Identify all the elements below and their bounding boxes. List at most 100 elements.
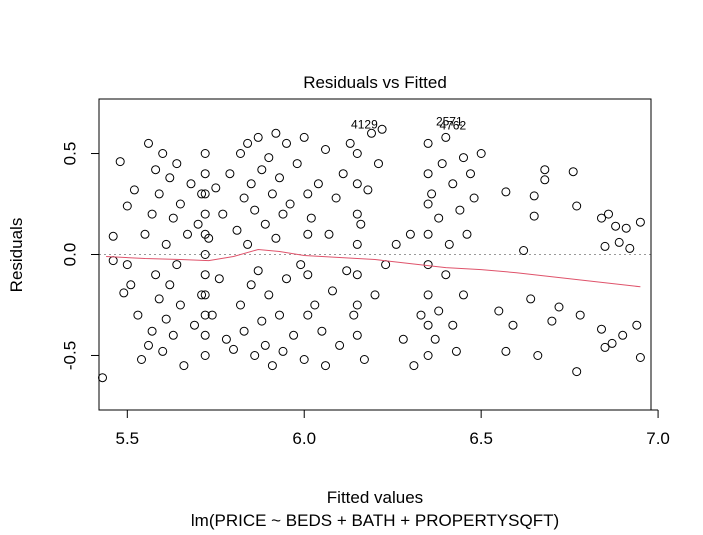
data-point: [137, 355, 146, 364]
data-point: [547, 316, 557, 326]
y-tick-label: 0.5: [60, 142, 79, 166]
data-point: [204, 233, 214, 243]
data-point: [144, 138, 153, 148]
data-point: [448, 320, 458, 330]
x-tick-label: 6.0: [292, 429, 316, 448]
data-point: [221, 334, 231, 344]
data-point: [529, 191, 539, 201]
data-point: [572, 201, 582, 211]
data-point: [423, 169, 433, 179]
chart-subtitle: lm(PRICE ~ BEDS + BATH + PROPERTYSQFT): [191, 511, 559, 530]
data-point: [540, 165, 550, 175]
data-point: [246, 280, 256, 290]
data-point: [508, 320, 518, 330]
data-point: [391, 239, 401, 249]
data-point: [154, 189, 164, 199]
data-point: [441, 270, 451, 280]
data-point: [342, 266, 352, 276]
data-point: [529, 211, 539, 221]
data-point: [200, 169, 210, 179]
chart-title: Residuals vs Fitted: [303, 73, 447, 92]
outlier-label: 4129: [351, 117, 378, 131]
data-point: [423, 138, 433, 148]
data-point: [275, 310, 284, 320]
data-point: [158, 346, 168, 356]
data-point: [635, 217, 645, 227]
data-point: [200, 209, 210, 219]
data-point: [381, 260, 391, 270]
data-point: [466, 169, 475, 179]
data-point: [501, 346, 511, 356]
data-point: [398, 334, 408, 344]
data-point: [423, 320, 433, 330]
x-axis: 5.5 6.0 6.5 7.0: [115, 409, 670, 448]
data-point: [374, 159, 383, 169]
data-point: [416, 310, 426, 320]
data-point: [459, 153, 468, 163]
data-point: [239, 326, 249, 336]
data-point: [197, 189, 207, 199]
data-point: [423, 290, 433, 300]
data-point: [331, 193, 341, 203]
data-point: [267, 361, 277, 371]
data-point: [611, 221, 621, 231]
data-point: [151, 165, 161, 175]
data-point: [172, 260, 182, 270]
data-point: [179, 361, 189, 371]
data-point: [158, 149, 168, 158]
data-point: [243, 138, 253, 148]
data-point: [225, 169, 235, 179]
data-point: [356, 219, 366, 229]
data-point: [271, 128, 281, 138]
data-point: [165, 280, 175, 290]
data-point: [271, 233, 281, 243]
data-point: [285, 199, 295, 209]
data-point: [133, 310, 143, 320]
data-point: [108, 231, 118, 241]
data-point: [352, 270, 362, 280]
data-point: [296, 260, 306, 270]
data-point: [352, 149, 362, 158]
x-axis-label: Fitted values: [327, 488, 423, 507]
data-point: [299, 132, 309, 142]
data-point: [303, 189, 313, 199]
data-point: [441, 132, 451, 142]
data-point: [303, 310, 313, 320]
data-point: [264, 153, 274, 163]
data-point: [352, 179, 362, 189]
y-tick-label: 0.0: [60, 243, 79, 267]
data-point: [572, 367, 582, 377]
data-point: [197, 290, 207, 300]
x-tick-label: 7.0: [646, 429, 670, 448]
data-point: [151, 270, 161, 280]
data-point: [218, 209, 228, 219]
data-point: [519, 246, 529, 255]
data-point: [168, 213, 178, 223]
data-point: [575, 310, 585, 320]
data-point: [200, 149, 210, 158]
data-point: [200, 330, 210, 340]
data-point: [476, 149, 486, 158]
data-point: [367, 128, 376, 138]
data-point: [540, 175, 550, 185]
data-point: [409, 361, 419, 371]
data-point: [604, 209, 613, 219]
data-point: [377, 124, 387, 134]
outlier-label: 2571: [436, 114, 463, 128]
data-point: [370, 290, 380, 300]
data-point: [214, 274, 224, 284]
data-point: [115, 157, 125, 167]
data-point: [324, 229, 334, 239]
data-point: [448, 179, 458, 189]
data-point: [423, 229, 433, 239]
data-point: [607, 338, 617, 348]
data-point: [175, 300, 185, 310]
data-point: [597, 213, 606, 223]
data-point: [200, 270, 210, 280]
data-point: [328, 286, 337, 296]
data-point: [190, 320, 199, 330]
data-point: [303, 270, 313, 280]
data-point: [352, 300, 362, 310]
x-tick-label: 5.5: [115, 429, 139, 448]
